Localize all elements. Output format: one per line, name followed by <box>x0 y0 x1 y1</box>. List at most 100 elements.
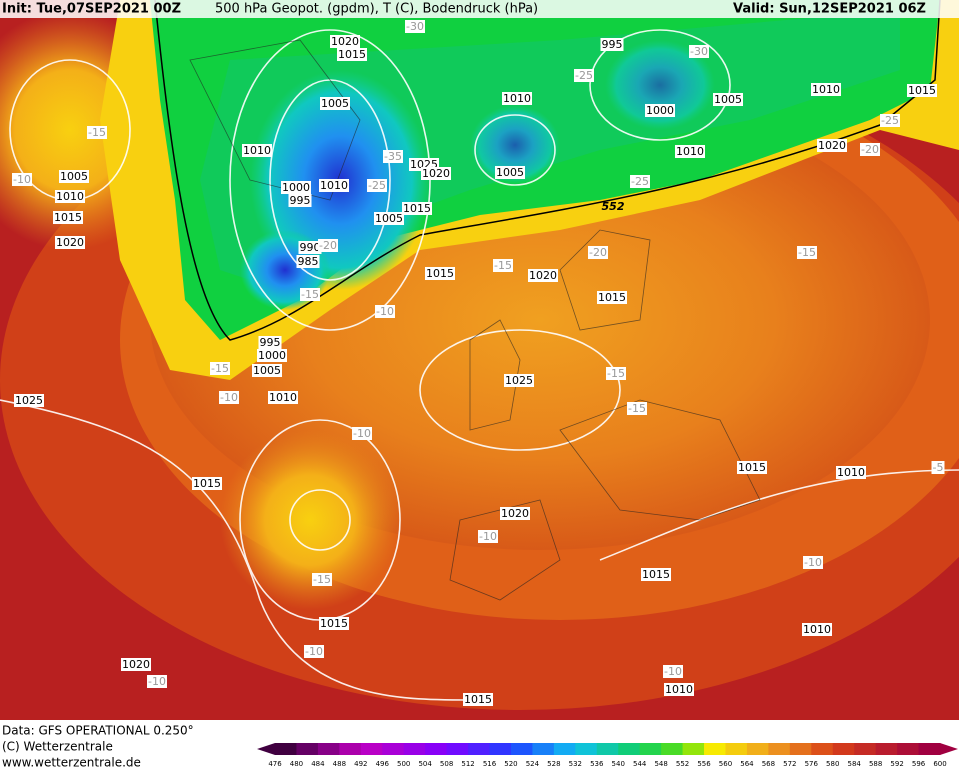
isobar-label: 1015 <box>464 693 492 706</box>
colorbar-label: 556 <box>697 760 711 768</box>
temperature-label-box <box>689 45 709 58</box>
temperature-label-box <box>663 665 683 678</box>
isobar-label-box <box>320 97 350 110</box>
colorbar-cell <box>639 743 662 755</box>
temperature-label: -25 <box>575 69 593 82</box>
temperature-label-box <box>880 114 900 127</box>
temperature-label-box <box>383 150 403 163</box>
temperature-label-box <box>574 69 594 82</box>
colorbar-label: 516 <box>483 760 497 768</box>
isobar-label-box <box>645 104 675 117</box>
isobar-label: 1020 <box>501 507 529 520</box>
colorbar-label: 476 <box>268 760 282 768</box>
colorbar-cell <box>468 743 491 755</box>
isobar-label: 1005 <box>496 166 524 179</box>
isobar-label: 1015 <box>193 477 221 490</box>
colorbar-arrow-left <box>257 743 275 755</box>
isobar-label-box <box>402 202 432 215</box>
isobar-label: 1015 <box>738 461 766 474</box>
temperature-label: -30 <box>406 20 424 33</box>
colorbar-cell <box>403 743 426 755</box>
colorbar-label: 588 <box>869 760 882 768</box>
colorbar-label: 532 <box>569 760 582 768</box>
temperature-label: -10 <box>220 391 238 404</box>
temperature-label: -10 <box>664 665 682 678</box>
colorbar-label: 552 <box>676 760 689 768</box>
isobar-label-box <box>425 267 455 280</box>
isobar-label: 1015 <box>908 84 936 97</box>
temperature-label: -5 <box>933 461 944 474</box>
temperature-label: -15 <box>607 367 625 380</box>
temperature-label: -25 <box>368 179 386 192</box>
colorbar-label: 596 <box>912 760 926 768</box>
isobar-label: 1010 <box>837 466 865 479</box>
temperature-label: -20 <box>589 246 607 259</box>
isobar-label: 1020 <box>56 236 84 249</box>
isobar-label-box <box>258 336 282 349</box>
isobar-label-box <box>59 170 89 183</box>
isobar-label-box <box>55 190 85 203</box>
colorbar-cell <box>661 743 684 755</box>
colorbar-label: 488 <box>333 760 346 768</box>
isobar-label-box <box>495 166 525 179</box>
colorbar-cell <box>275 743 297 755</box>
temperature-label: -30 <box>690 45 708 58</box>
temperature-label: -25 <box>631 175 649 188</box>
colorbar-label: 536 <box>590 760 604 768</box>
colorbar-cell <box>811 743 834 755</box>
colorbar-cell <box>875 743 898 755</box>
colorbar-cell <box>704 743 726 755</box>
colorbar-label: 540 <box>612 760 625 768</box>
colorbar-cell <box>339 743 362 755</box>
isobar-label-box <box>504 374 534 387</box>
isobar-label: 1020 <box>529 269 557 282</box>
isobar-label-box <box>528 269 558 282</box>
colorbar-cell <box>789 743 812 755</box>
colorbar-cell <box>682 743 705 755</box>
temperature-label: -10 <box>13 173 31 186</box>
isobar-label: 1025 <box>15 394 43 407</box>
colorbar-label: 568 <box>762 760 775 768</box>
isobar-label-box <box>463 693 493 706</box>
colorbar-cell <box>746 743 769 755</box>
temperature-label-box <box>588 246 608 259</box>
isobar-label-box <box>14 394 44 407</box>
colorbar-cell <box>489 743 512 755</box>
colorbar-cell <box>553 743 576 755</box>
isobar-label: 990 <box>300 241 321 254</box>
colorbar-cell <box>596 743 619 755</box>
temperature-label-box <box>304 645 324 658</box>
isobar-label: 1015 <box>54 211 82 224</box>
isobar-label: 1015 <box>338 48 366 61</box>
temperature-label: -10 <box>479 530 497 543</box>
temperature-label: -15 <box>88 126 106 139</box>
isobar-label-box <box>836 466 866 479</box>
temperature-label: -10 <box>376 305 394 318</box>
colorbar-label: 512 <box>461 760 474 768</box>
colorbar-label: 484 <box>311 760 325 768</box>
temperature-label: -20 <box>861 143 879 156</box>
isobar-label: 1005 <box>321 97 349 110</box>
colorbar-cell <box>575 743 598 755</box>
isobar-label-box <box>257 349 287 362</box>
colorbar-cell <box>296 743 319 755</box>
temperature-label-box <box>405 20 425 33</box>
isobar-label-box <box>268 391 298 404</box>
colorbar-label: 524 <box>526 760 540 768</box>
isobar-label-box <box>337 48 367 61</box>
colorbar-label: 584 <box>848 760 862 768</box>
isobar-label: 1000 <box>282 181 310 194</box>
isobar-label-box <box>374 212 404 225</box>
isobar-label: 1020 <box>331 35 359 48</box>
temperature-label: -15 <box>494 259 512 272</box>
website: www.wetterzentrale.de <box>2 756 141 770</box>
isobar-label: 1010 <box>803 623 831 636</box>
temperature-label: -20 <box>319 239 337 252</box>
isobar-label-box <box>817 139 847 152</box>
init-time: Init: Tue,07SEP2021 00Z <box>2 2 181 17</box>
temperature-label-box <box>318 239 338 252</box>
colorbar-cell <box>918 743 941 755</box>
isobar-label-box <box>600 38 624 51</box>
